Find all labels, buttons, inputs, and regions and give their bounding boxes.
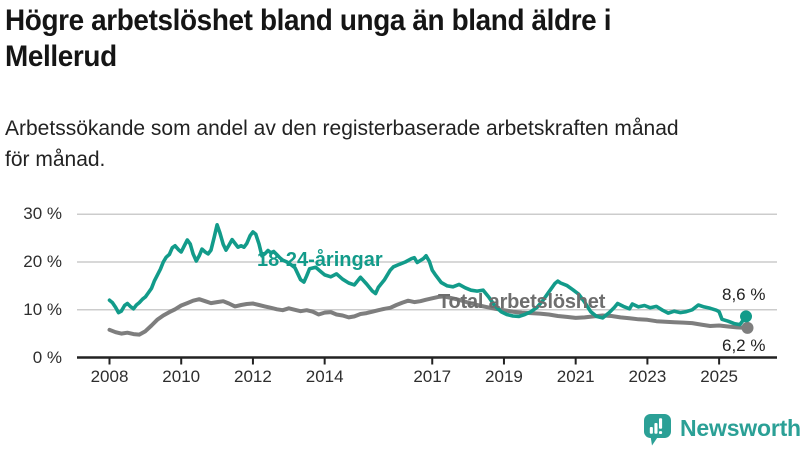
chart-title: Högre arbetslöshet bland unga än bland ä… — [5, 3, 611, 75]
chart-subtitle-line2: för månad. — [5, 148, 106, 171]
end-dot-total — [741, 321, 754, 334]
newsworthy-logo-icon — [644, 414, 671, 446]
chart-subtitle-line1: Arbetssökande som andel av den registerb… — [5, 117, 679, 140]
newsworthy-brand-text: Newsworthy — [680, 415, 800, 441]
series-line-youth — [107, 223, 748, 327]
chart-title-line2: Mellerud — [5, 40, 117, 73]
chart-subtitle: Arbetssökande som andel av den registerb… — [5, 113, 679, 175]
end-dot-youth — [740, 310, 753, 323]
newsworthy-brand-link[interactable]: Newsworthy — [643, 411, 800, 446]
series-line-total — [107, 294, 748, 337]
chart-title-line1: Högre arbetslöshet bland unga än bland ä… — [5, 4, 612, 37]
